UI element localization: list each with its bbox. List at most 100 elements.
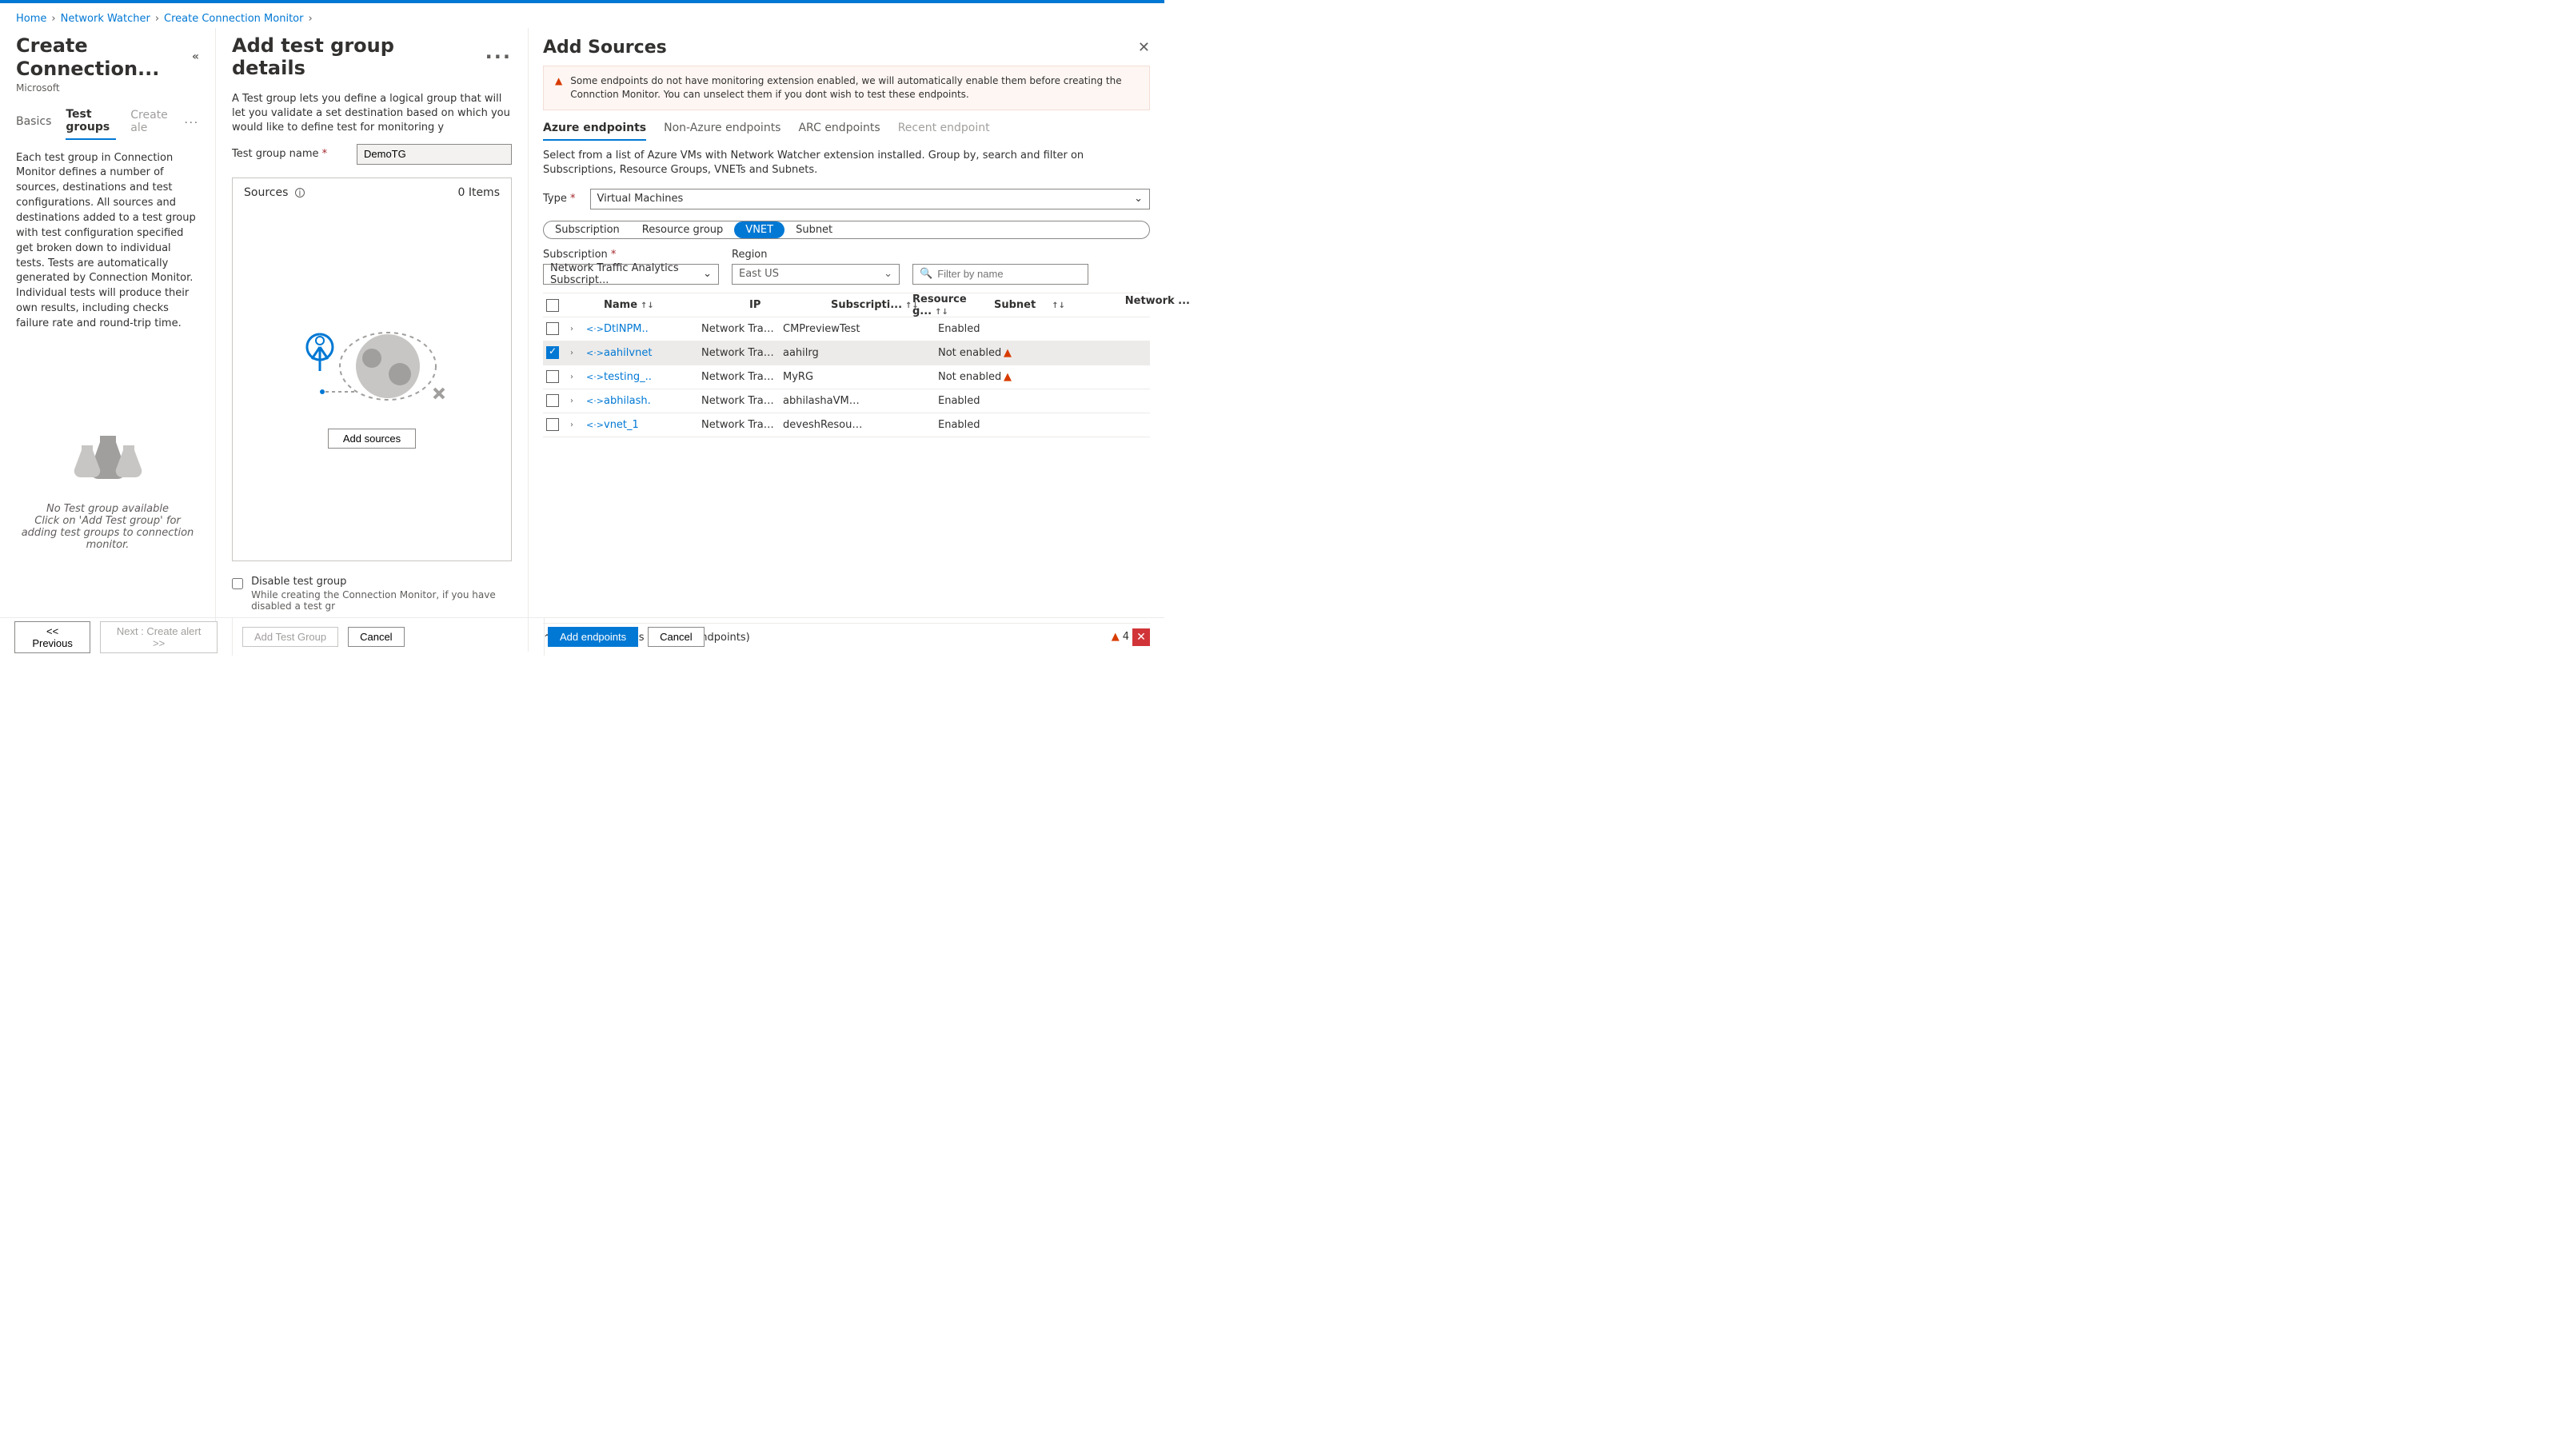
chevron-down-icon: ⌄ — [703, 268, 712, 280]
subscription-cell: Network Traffic... — [701, 347, 781, 359]
tab-recent-endpoint[interactable]: Recent endpoint — [898, 122, 990, 141]
pill-subscription[interactable]: Subscription — [544, 221, 631, 238]
expand-icon[interactable]: › — [570, 421, 585, 429]
row-checkbox[interactable] — [546, 370, 559, 383]
cancel-button-right[interactable]: Cancel — [648, 627, 704, 647]
mid-title: Add test group details — [232, 34, 469, 79]
right-title: Add Sources — [543, 38, 667, 58]
vnet-name-link[interactable]: vnet_1 — [604, 419, 700, 431]
tab-azure-endpoints[interactable]: Azure endpoints — [543, 122, 646, 141]
table-row[interactable]: ›<·>DtlNPM..Network Traffic...CMPreviewT… — [543, 317, 1150, 341]
vnet-name-link[interactable]: testing_.. — [604, 371, 700, 383]
tab-create-alerts[interactable]: Create ale — [130, 109, 170, 139]
pill-subnet[interactable]: Subnet — [784, 221, 844, 238]
region-label: Region — [732, 249, 900, 261]
vnet-name-link[interactable]: aahilvnet — [604, 347, 700, 359]
cancel-button-mid[interactable]: Cancel — [348, 627, 404, 647]
tab-arc-endpoints[interactable]: ARC endpoints — [798, 122, 880, 141]
select-all-checkbox[interactable] — [546, 299, 559, 312]
add-sources-panel: Add Sources ✕ ▲ Some endpoints do not ha… — [528, 28, 1164, 652]
next-button[interactable]: Next : Create alert >> — [100, 621, 218, 653]
previous-button[interactable]: << Previous — [14, 621, 90, 653]
col-ip[interactable]: IP — [749, 299, 829, 311]
page-subtitle: Microsoft — [16, 82, 199, 94]
pill-vnet[interactable]: VNET — [734, 221, 784, 238]
table-row[interactable]: ›<·>abhilash.Network Traffic...abhilasha… — [543, 389, 1150, 413]
sources-empty-illustration: Add sources — [233, 207, 511, 560]
disable-subtext: While creating the Connection Monitor, i… — [251, 589, 512, 612]
vnet-name-link[interactable]: abhilash. — [604, 395, 700, 407]
breadcrumb-create-cm[interactable]: Create Connection Monitor — [164, 13, 303, 25]
tab-non-azure-endpoints[interactable]: Non-Azure endpoints — [664, 122, 780, 141]
subscription-cell: Network Traffic... — [701, 395, 781, 407]
network-cell: Enabled — [938, 395, 1002, 407]
vnet-icon: <·> — [586, 348, 602, 358]
footer: << Previous Next : Create alert >> Add T… — [0, 617, 1164, 656]
network-cell: Not enabled — [938, 371, 1002, 383]
vnet-name-link[interactable]: DtlNPM.. — [604, 323, 700, 335]
region-dropdown[interactable]: East US⌄ — [732, 264, 900, 285]
sources-header: Sources i — [244, 186, 305, 199]
filter-by-name-input[interactable]: 🔍 — [912, 264, 1088, 285]
warning-icon: ▲ — [555, 74, 562, 102]
warning-text: Some endpoints do not have monitoring ex… — [570, 74, 1138, 102]
network-cell: Enabled — [938, 323, 1002, 335]
network-cell: Enabled — [938, 419, 1002, 431]
breadcrumb-network-watcher[interactable]: Network Watcher — [61, 13, 150, 25]
right-description: Select from a list of Azure VMs with Net… — [543, 149, 1150, 178]
left-tabs: Basics Test groups Create ale ··· — [16, 108, 199, 140]
expand-icon[interactable]: › — [570, 373, 585, 381]
left-pane: Create Connection... « Microsoft Basics … — [0, 28, 216, 652]
info-icon[interactable]: i — [295, 188, 305, 197]
table-row[interactable]: ›<·>aahilvnetNetwork Traffic...aahilrgNo… — [543, 341, 1150, 365]
col-resource-group[interactable]: Resource g...↑↓ — [912, 293, 992, 317]
test-group-name-input[interactable] — [357, 144, 512, 165]
tab-basics[interactable]: Basics — [16, 115, 51, 133]
subscription-dropdown[interactable]: Network Traffic Analytics Subscript...⌄ — [543, 264, 719, 285]
left-description: Each test group in Connection Monitor de… — [16, 151, 199, 332]
more-icon[interactable]: ··· — [185, 118, 199, 130]
mid-more-icon[interactable]: ··· — [485, 46, 512, 68]
row-checkbox[interactable] — [546, 346, 559, 359]
subscription-label: Subscription * — [543, 249, 719, 261]
row-checkbox[interactable] — [546, 394, 559, 407]
empty-subtitle: Click on 'Add Test group' for adding tes… — [16, 515, 199, 551]
add-test-group-button[interactable]: Add Test Group — [242, 627, 338, 647]
warning-banner: ▲ Some endpoints do not have monitoring … — [543, 66, 1150, 110]
resource-group-cell: CMPreviewTest — [783, 323, 863, 335]
row-checkbox[interactable] — [546, 418, 559, 431]
mid-description: A Test group lets you define a logical g… — [216, 79, 528, 136]
vnet-icon: <·> — [586, 420, 602, 430]
add-endpoints-button[interactable]: Add endpoints — [548, 627, 638, 647]
expand-icon[interactable]: › — [570, 349, 585, 357]
col-name[interactable]: Name↑↓ — [604, 299, 748, 311]
disable-test-group-checkbox[interactable] — [232, 576, 243, 591]
search-icon: 🔍 — [920, 268, 932, 280]
breadcrumb: Home › Network Watcher › Create Connecti… — [0, 3, 1164, 28]
col-subnet[interactable]: Subnet↑↓ — [994, 299, 1042, 311]
expand-icon[interactable]: › — [570, 397, 585, 405]
col-subscription[interactable]: Subscripti...↑↓ — [831, 299, 911, 311]
empty-state: No Test group available Click on 'Add Te… — [16, 428, 199, 551]
type-label: Type * — [543, 193, 576, 205]
chevron-down-icon: ⌄ — [884, 268, 892, 280]
expand-icon[interactable]: › — [570, 325, 585, 333]
vnet-icon: <·> — [586, 372, 602, 382]
type-select[interactable]: Virtual Machines ⌄ — [590, 189, 1151, 209]
breadcrumb-home[interactable]: Home — [16, 13, 46, 25]
collapse-icon[interactable]: « — [192, 50, 199, 64]
row-warning-icon: ▲ — [1004, 347, 1036, 359]
warning-icon: ▲ — [1112, 631, 1120, 643]
table-row[interactable]: ›<·>testing_..Network Traffic...MyRGNot … — [543, 365, 1150, 389]
pill-resource-group[interactable]: Resource group — [631, 221, 735, 238]
tab-test-groups[interactable]: Test groups — [66, 108, 116, 140]
error-close-icon[interactable]: ✕ — [1132, 628, 1150, 646]
add-sources-button[interactable]: Add sources — [328, 429, 416, 449]
table-row[interactable]: ›<·>vnet_1Network Traffic...deveshResour… — [543, 413, 1150, 437]
close-icon[interactable]: ✕ — [1138, 39, 1150, 56]
error-count: 4 — [1123, 631, 1129, 643]
col-network[interactable]: Network ... — [1125, 295, 1190, 307]
row-checkbox[interactable] — [546, 322, 559, 335]
error-badge[interactable]: ▲ 4 ✕ — [1112, 628, 1150, 646]
right-tabs: Azure endpoints Non-Azure endpoints ARC … — [543, 122, 1150, 141]
